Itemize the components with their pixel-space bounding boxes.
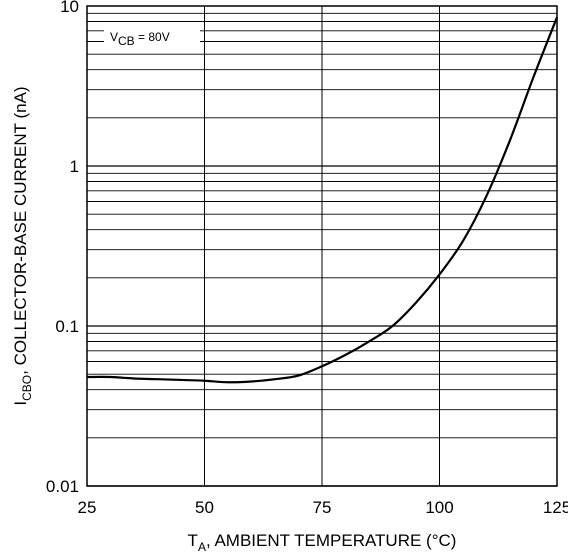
annotation-rest: = 80V [135, 30, 170, 44]
x-axis-label-sub: A [198, 540, 206, 554]
x-axis-label: TA, AMBIENT TEMPERATURE (°C) [188, 531, 457, 554]
grid [86, 6, 558, 487]
annotation-main: V [110, 30, 118, 44]
series-line [86, 16, 559, 384]
annotation-sub: CB [118, 34, 135, 48]
x-axis-label-rest: , AMBIENT TEMPERATURE (°C) [206, 531, 457, 550]
y-tick-label: 1 [70, 157, 79, 176]
y-tick-label: 0.1 [55, 317, 79, 336]
x-tick-label: 75 [313, 498, 332, 517]
y-axis-label-rest: , COLLECTOR-BASE CURRENT (nA) [11, 86, 30, 374]
annotation: VCB = 80V [110, 30, 170, 48]
x-tick-label: 100 [425, 498, 453, 517]
x-axis-label-main: T [188, 531, 198, 550]
y-tick-label: 10 [60, 0, 79, 16]
x-tick-label: 125 [543, 498, 568, 517]
y-axis-label-main: I [11, 401, 30, 406]
y-tick-labels: 0.01 0.1 1 10 [46, 0, 79, 496]
x-tick-label: 25 [78, 498, 97, 517]
annotation-box [104, 26, 200, 45]
x-tick-label: 50 [195, 498, 214, 517]
plot-frame [86, 5, 558, 487]
y-tick-label: 0.01 [46, 477, 79, 496]
y-axis-label-sub: CBO [20, 375, 34, 401]
y-axis-label: ICBO, COLLECTOR-BASE CURRENT (nA) [11, 86, 34, 405]
x-tick-labels: 25 50 75 100 125 [78, 498, 568, 517]
